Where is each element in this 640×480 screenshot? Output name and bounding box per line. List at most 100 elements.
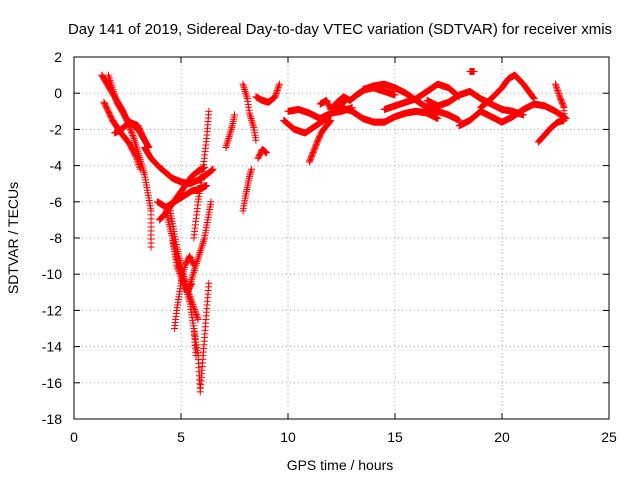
data-point bbox=[199, 239, 207, 247]
data-point bbox=[261, 148, 269, 156]
data-point bbox=[197, 245, 205, 253]
data-point bbox=[129, 133, 137, 141]
data-point bbox=[198, 243, 206, 251]
data-point bbox=[243, 93, 251, 101]
data-point bbox=[126, 125, 134, 133]
y-tick-label: -2 bbox=[50, 121, 63, 137]
data-point bbox=[185, 285, 193, 293]
data-point bbox=[248, 116, 256, 124]
data-point bbox=[249, 120, 257, 128]
data-point bbox=[140, 135, 148, 143]
chart-title: Day 141 of 2019, Sidereal Day-to-day VTE… bbox=[68, 21, 612, 38]
data-point bbox=[224, 136, 232, 144]
data-point bbox=[190, 268, 198, 276]
data-point bbox=[207, 198, 215, 206]
data-point bbox=[194, 254, 202, 262]
y-tick-label: 0 bbox=[54, 85, 62, 101]
data-point bbox=[247, 115, 255, 123]
data-point bbox=[554, 88, 562, 96]
data-point bbox=[555, 90, 563, 98]
data-point bbox=[274, 83, 282, 91]
data-point bbox=[241, 87, 249, 95]
data-point bbox=[107, 80, 115, 88]
data-point bbox=[176, 269, 184, 277]
data-point bbox=[242, 91, 250, 99]
data-point bbox=[192, 261, 200, 269]
plot-frame bbox=[73, 56, 610, 420]
data-point bbox=[205, 107, 213, 115]
data-point bbox=[434, 115, 442, 123]
data-point bbox=[105, 75, 113, 83]
data-point bbox=[200, 236, 208, 244]
data-point bbox=[241, 86, 249, 94]
data-point bbox=[245, 109, 253, 117]
data-point bbox=[226, 129, 234, 137]
data-point bbox=[552, 80, 559, 88]
x-tick-label: 15 bbox=[387, 429, 403, 445]
data-point bbox=[109, 87, 117, 95]
data-point bbox=[106, 77, 114, 85]
data-point bbox=[141, 136, 149, 144]
data-point bbox=[191, 263, 199, 271]
data-point bbox=[190, 267, 198, 275]
data-points bbox=[98, 67, 570, 396]
data-point bbox=[246, 171, 254, 179]
data-point bbox=[239, 80, 247, 88]
data-point bbox=[128, 130, 136, 138]
data-point bbox=[205, 279, 213, 287]
data-point bbox=[225, 133, 233, 141]
x-tick-label: 5 bbox=[177, 429, 185, 445]
data-point bbox=[248, 165, 256, 173]
data-point bbox=[203, 182, 211, 190]
data-point bbox=[108, 82, 116, 90]
data-point bbox=[246, 111, 254, 119]
data-point bbox=[136, 164, 144, 172]
data-point bbox=[199, 238, 207, 246]
data-point bbox=[186, 281, 194, 289]
data-point bbox=[129, 131, 137, 139]
data-point bbox=[109, 86, 117, 94]
data-point bbox=[189, 272, 197, 280]
y-tick-label: 2 bbox=[54, 49, 62, 65]
data-point bbox=[242, 89, 250, 97]
data-point bbox=[193, 312, 201, 320]
data-point bbox=[107, 78, 115, 86]
data-point bbox=[227, 125, 235, 133]
data-point bbox=[188, 274, 196, 282]
data-point bbox=[552, 82, 560, 90]
data-point bbox=[275, 80, 283, 88]
data-point bbox=[228, 124, 236, 132]
data-point bbox=[195, 250, 203, 258]
data-point bbox=[135, 162, 143, 170]
data-point bbox=[273, 86, 281, 94]
data-point bbox=[184, 286, 192, 294]
data-point bbox=[275, 82, 283, 90]
data-point bbox=[391, 91, 399, 99]
data-point bbox=[274, 85, 282, 93]
data-point bbox=[226, 131, 234, 139]
y-tick-label: -12 bbox=[42, 302, 62, 318]
data-point bbox=[198, 241, 206, 249]
data-point bbox=[187, 277, 195, 285]
data-point bbox=[147, 243, 155, 251]
data-point bbox=[194, 315, 202, 323]
data-point bbox=[110, 89, 118, 97]
x-tick-label: 0 bbox=[70, 429, 78, 445]
data-point bbox=[247, 169, 255, 177]
data-point bbox=[224, 138, 232, 146]
data-point bbox=[252, 136, 260, 144]
data-point bbox=[134, 159, 142, 167]
data-point bbox=[231, 111, 238, 119]
data-point bbox=[553, 85, 561, 93]
y-tick-label: -16 bbox=[42, 375, 62, 391]
data-point bbox=[222, 144, 230, 151]
data-point bbox=[190, 304, 198, 312]
data-point bbox=[194, 256, 202, 264]
data-point bbox=[192, 309, 200, 317]
data-point bbox=[104, 71, 112, 79]
x-tick-label: 20 bbox=[494, 429, 510, 445]
data-point bbox=[247, 167, 255, 175]
data-point bbox=[249, 122, 257, 130]
x-tick-label: 10 bbox=[280, 429, 296, 445]
data-point bbox=[127, 127, 135, 135]
